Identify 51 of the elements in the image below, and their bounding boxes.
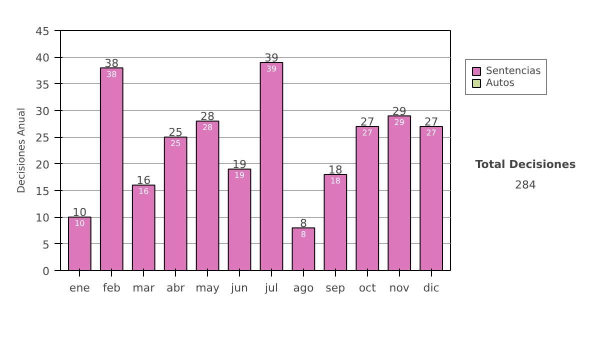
y-tick-label: 20 (36, 158, 50, 172)
x-tick-label: may (196, 282, 220, 294)
x-tick-label: abr (166, 282, 186, 294)
total-label: 19 (232, 158, 247, 172)
x-tick-label: ago (293, 282, 314, 294)
x-tick-label: dic (423, 282, 440, 294)
y-tick-label: 25 (36, 132, 50, 145)
data-label: 29 (394, 118, 404, 127)
y-axis-title: Decisiones Anual (16, 108, 28, 194)
legend-label: Sentencias (486, 65, 541, 77)
y-tick-label: 0 (42, 265, 50, 278)
data-label: 16 (138, 187, 149, 196)
total-label: 28 (200, 110, 215, 124)
data-label: 8 (300, 230, 306, 239)
total-label: 10 (72, 206, 87, 220)
y-tick-label: 40 (36, 52, 50, 65)
total-label: 25 (168, 126, 183, 140)
y-tick-label: 45 (36, 25, 50, 38)
total-label: 38 (104, 56, 119, 70)
y-tick-label: 35 (36, 78, 50, 92)
data-label: 18 (330, 176, 341, 186)
legend-label: Autos (486, 77, 514, 89)
data-label: 39 (266, 64, 277, 74)
x-tick-label: oct (358, 282, 377, 294)
x-tick-label: feb (102, 282, 120, 294)
total-label: 27 (424, 116, 438, 128)
data-label: 38 (106, 70, 117, 79)
data-label: 27 (362, 128, 372, 138)
total-label: 29 (392, 104, 406, 118)
x-tick-label: jun (230, 282, 248, 294)
data-label: 25 (170, 139, 181, 148)
text: Total Decisiones (475, 158, 576, 171)
data-label: 10 (74, 219, 85, 228)
text: 284 (515, 178, 536, 192)
x-tick-label: jul (264, 282, 278, 294)
x-tick-label: sep (326, 282, 346, 294)
total-label: 16 (136, 174, 151, 188)
y-tick-label: 10 (36, 212, 50, 225)
y-tick-label: 5 (42, 238, 50, 252)
data-label: 19 (234, 171, 245, 180)
total-label: 8 (300, 216, 307, 230)
y-tick-label: 15 (36, 185, 50, 198)
total-label: 39 (264, 52, 278, 64)
y-tick-label: 30 (36, 105, 50, 118)
x-tick-label: ene (69, 282, 90, 294)
data-label: 28 (202, 123, 213, 132)
x-tick-label: nov (389, 282, 410, 294)
total-label: 18 (328, 164, 342, 176)
total-label: 27 (360, 116, 374, 128)
data-label: 27 (426, 128, 436, 138)
x-tick-label: mar (132, 282, 156, 294)
